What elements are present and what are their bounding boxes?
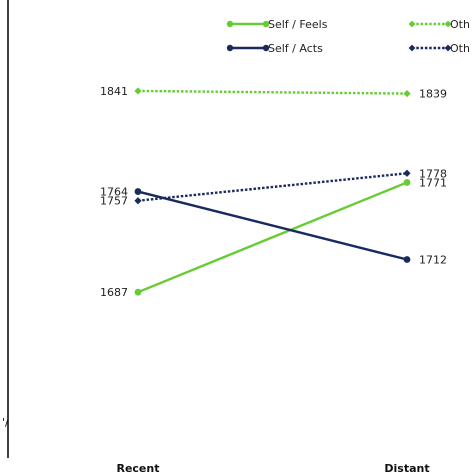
data-label-1-0: 1764 xyxy=(100,186,128,199)
series-3-point-1 xyxy=(403,169,411,177)
legend-label-0: Self / Feels xyxy=(268,18,328,31)
legend-entry-2: Oth xyxy=(408,18,470,31)
series-1-point-1 xyxy=(403,256,411,263)
x-axis-ticks: Recent Distant xyxy=(116,462,429,474)
legend-label-2: Oth xyxy=(450,18,470,31)
series-1-point-0 xyxy=(134,188,142,195)
legend-entry-1: Self / Acts xyxy=(226,42,323,55)
series-2-point-0 xyxy=(134,87,142,95)
legend-entry-3: Oth xyxy=(408,42,470,55)
series-line-2 xyxy=(137,89,408,95)
x-tick-label-1: Distant xyxy=(384,462,429,474)
legend: Self / Feels Self / Acts Oth Oth xyxy=(226,18,470,55)
series-line-0 xyxy=(137,181,408,294)
data-label-2-0: 1841 xyxy=(100,85,128,98)
data-label-3-0: 1757 xyxy=(100,195,128,208)
data-label-2-1: 1839 xyxy=(419,88,447,101)
data-label-1-1: 1712 xyxy=(419,254,447,267)
legend-label-3: Oth xyxy=(450,42,470,55)
data-label-layer: 1687 1771 1764 1712 1841 1839 1757 1778 xyxy=(100,85,447,299)
series-line-3 xyxy=(137,172,408,202)
data-label-3-1: 1778 xyxy=(419,167,447,180)
data-label-0-0: 1687 xyxy=(100,286,128,299)
series-2-point-1 xyxy=(403,89,411,98)
x-tick-label-0: Recent xyxy=(116,462,159,474)
series-0-point-0 xyxy=(134,288,142,296)
series-layer xyxy=(134,87,411,296)
series-line-1 xyxy=(137,190,408,261)
legend-entry-0: Self / Feels xyxy=(226,18,328,31)
series-3-point-0 xyxy=(134,197,142,205)
legend-label-1: Self / Acts xyxy=(268,42,323,55)
y-axis-fragment: '/ xyxy=(2,416,9,429)
series-0-point-1 xyxy=(403,179,411,186)
data-label-0-1: 1771 xyxy=(419,176,447,189)
